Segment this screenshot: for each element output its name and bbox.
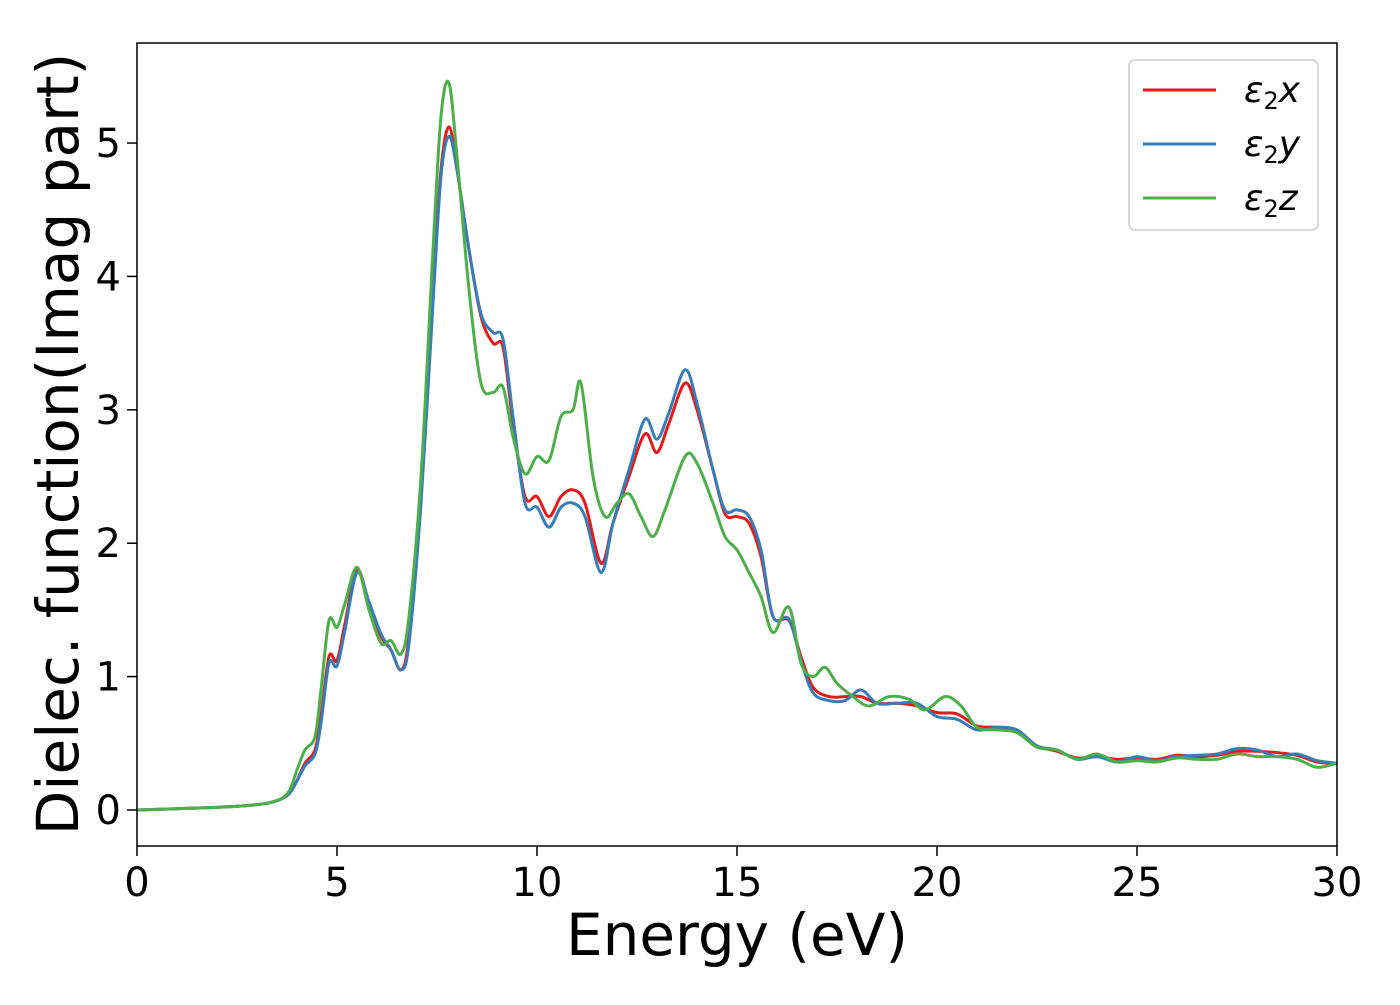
x-tick-label: 20 — [912, 860, 963, 906]
y-tick-label: 5 — [96, 121, 121, 167]
x-tick-label: 5 — [324, 860, 349, 906]
legend-label-y: ε2y — [1244, 124, 1301, 169]
x-axis-ticks: 0 5 10 15 20 25 30 — [124, 846, 1362, 906]
series-layer — [137, 79, 1337, 812]
legend-box — [1128, 59, 1319, 231]
legend: ε2x ε2y ε2z — [1128, 59, 1319, 231]
y-tick-label: 3 — [96, 388, 121, 434]
y-tick-label: 4 — [96, 254, 121, 300]
legend-label-z: ε2z — [1244, 178, 1299, 223]
x-tick-label: 0 — [124, 860, 149, 906]
series-line-z — [137, 79, 1337, 812]
x-tick-label: 10 — [512, 860, 563, 906]
y-axis-label: Dielec. function(Imag part) — [24, 53, 92, 836]
legend-items: ε2x ε2y ε2z — [1143, 70, 1301, 223]
x-tick-label: 25 — [1112, 860, 1163, 906]
legend-label-x: ε2x — [1244, 70, 1301, 115]
x-tick-label: 15 — [712, 860, 763, 906]
y-tick-label: 2 — [96, 521, 121, 567]
x-tick-label: 30 — [1312, 860, 1363, 906]
y-tick-label: 0 — [96, 788, 121, 834]
y-tick-label: 1 — [96, 655, 121, 701]
y-axis-ticks: 0 1 2 3 4 5 — [96, 121, 137, 834]
x-axis-label: Energy (eV) — [566, 901, 908, 969]
